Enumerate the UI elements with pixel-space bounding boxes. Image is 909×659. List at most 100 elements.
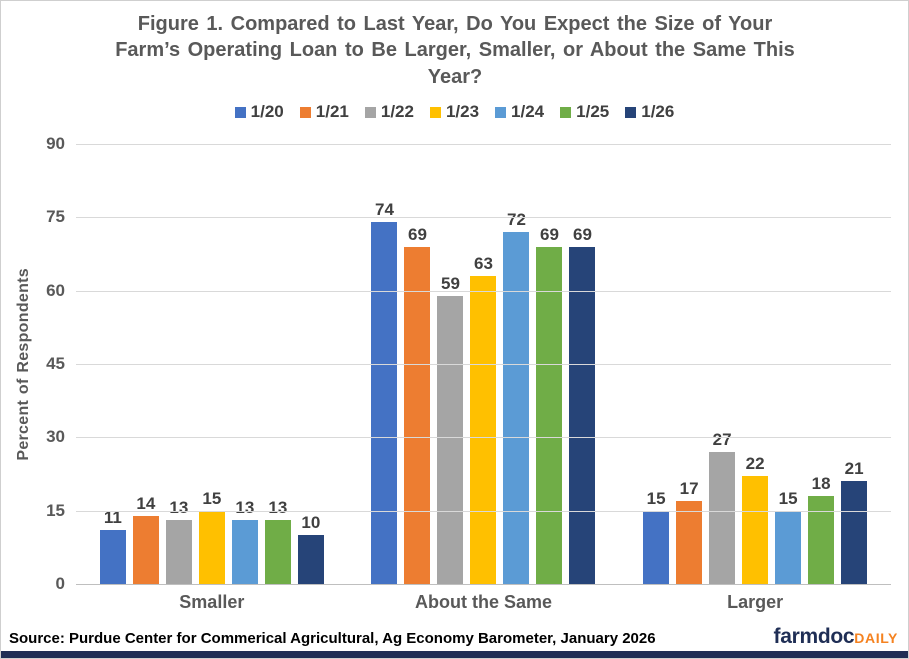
y-axis-tick-label: 60 [46,280,65,300]
source-text: Source: Purdue Center for Commerical Agr… [9,630,656,647]
gridline [76,290,891,292]
bar-unit: 15 [198,144,225,584]
bar-unit: 10 [297,144,324,584]
legend-item-1-20: 1/20 [234,102,284,122]
bar-value-label: 15 [646,488,666,508]
bar-1-25 [536,246,563,584]
bar-1-26 [569,246,596,584]
bar-1-24 [231,520,258,584]
bar-group-larger: 15 17 27 22 15 18 21 [643,144,868,584]
bar-value-label: 10 [301,513,321,533]
bar-value-label: 27 [712,430,732,449]
gridline [76,217,891,219]
bar-value-label: 17 [679,478,699,498]
gridline [76,437,891,439]
bar-value-label: 11 [103,508,122,528]
logo-farmdoc: farmdoc [773,625,855,648]
legend-item-1-24: 1/24 [495,102,544,122]
legend-item-1-25: 1/25 [560,102,609,122]
bar-value-label: 69 [573,224,592,244]
bar-unit: 69 [404,144,431,584]
bar-unit: 74 [371,144,398,584]
legend-swatch [495,106,507,118]
bar-1-26 [841,481,868,584]
bar-value-label: 14 [136,493,156,513]
bar-1-23 [742,476,769,584]
bar-1-23 [198,510,225,584]
bar-1-22 [709,452,736,584]
gridline [76,510,891,512]
legend-label: 1/21 [315,102,349,121]
legend-swatch [560,106,572,118]
bar-group-about-the-same: 74 69 59 63 72 69 69 [371,144,596,584]
bottom-accent-bar [1,651,908,658]
legend-swatch [299,106,311,118]
bar-value-label: 15 [202,488,222,508]
bar-1-20 [643,510,670,584]
bar-1-23 [470,276,497,584]
bar-1-20 [371,222,398,584]
legend-swatch [234,106,246,118]
bar-unit: 15 [643,144,670,584]
legend-label: 1/20 [250,102,284,121]
legend-item-1-23: 1/23 [429,102,480,122]
legend-label: 1/22 [380,102,414,121]
y-axis-tick-label: 0 [55,574,65,593]
legend-item-1-21: 1/21 [299,102,349,122]
legend-label: 1/26 [641,102,675,121]
bar-1-25 [808,496,835,584]
bar-1-21 [404,246,431,584]
bar-groups: 11 14 13 15 13 13 10 74 69 59 63 72 69 69 15 17 27 22 15 18… [76,144,891,584]
bar-1-20 [99,530,126,584]
bar-value-label: 72 [507,210,526,229]
bar-1-22 [437,295,464,584]
bar-1-24 [503,232,530,584]
y-axis-tick-label: 30 [46,427,65,447]
bar-value-label: 15 [778,488,798,508]
bar-group-smaller: 11 14 13 15 13 13 10 [99,144,324,584]
bar-value-label: 13 [169,498,189,518]
logo-daily: DAILY [854,630,898,646]
bar-unit: 11 [99,144,126,584]
bar-unit: 63 [470,144,497,584]
plot-area: 11 14 13 15 13 13 10 74 69 59 63 72 69 69 15 17 27 22 15 18… [76,144,891,585]
y-axis-tick-label: 15 [46,500,65,520]
bar-unit: 17 [676,144,703,584]
y-axis-tick-label: 45 [46,354,65,373]
bar-unit: 69 [569,144,596,584]
bar-unit: 69 [536,144,563,584]
bar-value-label: 63 [474,254,493,273]
bar-1-21 [132,515,159,584]
gridline [76,364,891,365]
bar-unit: 27 [709,144,736,584]
legend-swatch [364,106,376,118]
legend-label: 1/25 [576,102,610,121]
bar-1-26 [297,535,324,584]
legend-swatch [625,106,637,118]
bar-value-label: 22 [745,454,765,474]
bar-value-label: 59 [441,273,460,293]
x-axis-category-label: Larger [727,592,784,612]
chart-title: Figure 1. Compared to Last Year, Do You … [115,13,795,88]
gridline [76,144,891,145]
bar-unit: 15 [775,144,802,584]
legend-item-1-26: 1/26 [625,102,674,122]
legend: 1/20 1/21 1/22 1/23 1/24 1/25 1/26 [1,102,908,122]
bar-unit: 13 [165,144,192,584]
y-axis-tick-label: 75 [46,207,65,227]
bar-value-label: 74 [375,200,394,220]
bar-unit: 13 [231,144,258,584]
legend-label: 1/23 [445,102,480,121]
bar-unit: 13 [264,144,291,584]
bar-unit: 22 [742,144,769,584]
bar-value-label: 13 [235,498,255,518]
bar-unit: 21 [841,144,868,584]
legend-item-1-22: 1/22 [364,102,414,122]
legend-label: 1/24 [511,102,545,121]
bar-value-label: 21 [844,459,864,479]
legend-swatch [429,106,441,118]
bar-unit: 14 [132,144,159,584]
bar-1-25 [264,520,291,584]
bar-1-22 [165,520,192,584]
